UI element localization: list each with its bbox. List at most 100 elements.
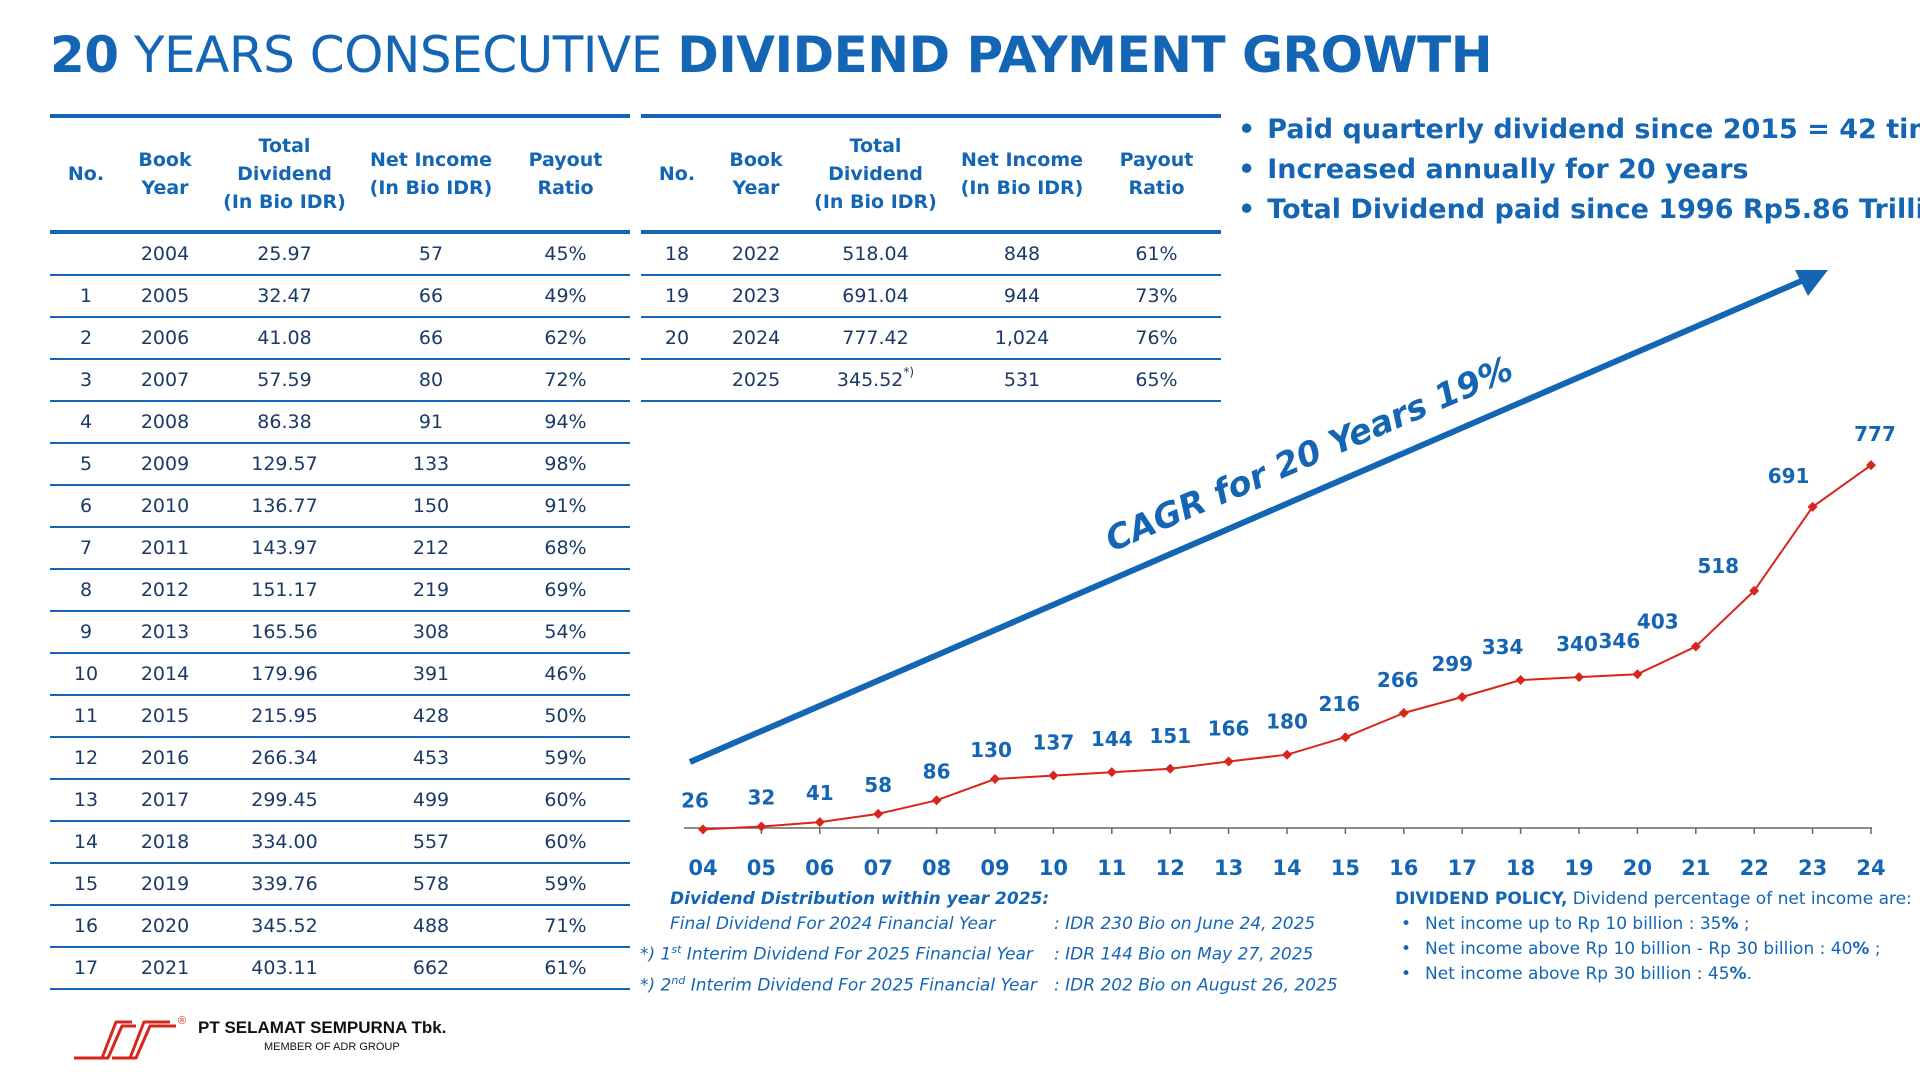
cell-no: 8 bbox=[50, 569, 122, 612]
cell-payout: 69% bbox=[501, 569, 630, 612]
cell-payout: 62% bbox=[501, 317, 630, 360]
data-point bbox=[1749, 585, 1760, 596]
cell-net-income: 80 bbox=[361, 359, 501, 402]
cell-net-income: 391 bbox=[361, 653, 501, 696]
cell-year: 2018 bbox=[122, 821, 208, 864]
table-row: 5 2009 129.57 133 98% bbox=[50, 443, 630, 486]
x-tick-label: 13 bbox=[1214, 856, 1243, 880]
dividend-table-left: No. Book Year Total Dividend (In Bio IDR) N… bbox=[50, 114, 630, 990]
dividend-table-right: No. Book Year Total Dividend (In Bio IDR) N… bbox=[641, 114, 1221, 402]
policy-item: Net income above Rp 30 billion : 45%. bbox=[1395, 962, 1912, 987]
table-row: 11 2015 215.95 428 50% bbox=[50, 695, 630, 738]
cell-no: 5 bbox=[50, 443, 122, 486]
x-tick-label: 12 bbox=[1156, 856, 1185, 880]
x-tick-label: 14 bbox=[1272, 856, 1301, 880]
x-tick-label: 10 bbox=[1039, 856, 1068, 880]
cell-dividend: 345.52 bbox=[208, 905, 361, 948]
data-point bbox=[990, 773, 1000, 784]
cell-net-income: 150 bbox=[361, 485, 501, 528]
cell-year: 2020 bbox=[122, 905, 208, 948]
data-point bbox=[698, 824, 708, 835]
cell-year: 2023 bbox=[713, 275, 799, 318]
header-total-dividend: Total Dividend (In Bio IDR) bbox=[208, 114, 361, 234]
table-row: 14 2018 334.00 557 60% bbox=[50, 821, 630, 864]
header-payout-ratio: Payout Ratio bbox=[501, 114, 630, 234]
cell-year: 2012 bbox=[122, 569, 208, 612]
header-no: No. bbox=[641, 114, 713, 234]
cell-no: 12 bbox=[50, 737, 122, 780]
cell-dividend: 179.96 bbox=[208, 653, 361, 696]
data-point bbox=[1048, 770, 1059, 781]
data-point bbox=[1515, 675, 1526, 686]
highlight-item: Total Dividend paid since 1996 Rp5.86 Tr… bbox=[1238, 190, 1920, 230]
header-book-year: Book Year bbox=[122, 114, 208, 234]
cell-year: 2019 bbox=[122, 863, 208, 906]
cell-dividend: 266.34 bbox=[208, 737, 361, 780]
cell-no: 14 bbox=[50, 821, 122, 864]
data-point bbox=[1690, 641, 1701, 652]
data-label: 26 bbox=[681, 788, 709, 812]
x-tick-label: 05 bbox=[747, 856, 776, 880]
x-tick-label: 18 bbox=[1506, 856, 1535, 880]
header-total-dividend: Total Dividend (In Bio IDR) bbox=[799, 114, 952, 234]
cell-year: 2025 bbox=[713, 359, 799, 402]
notes-row: *) 2nd Interim Dividend For 2025 Financi… bbox=[640, 973, 1338, 996]
cell-year: 2013 bbox=[122, 611, 208, 654]
data-label: 58 bbox=[864, 773, 892, 797]
cell-payout: 59% bbox=[501, 737, 630, 780]
table-row: 7 2011 143.97 212 68% bbox=[50, 527, 630, 570]
x-tick-label: 24 bbox=[1856, 856, 1885, 880]
cell-dividend: 215.95 bbox=[208, 695, 361, 738]
data-point bbox=[1282, 749, 1292, 760]
data-label: 691 bbox=[1768, 464, 1810, 488]
cell-year: 2014 bbox=[122, 653, 208, 696]
cell-no: 9 bbox=[50, 611, 122, 654]
header-book-year: Book Year bbox=[713, 114, 799, 234]
cell-dividend: 86.38 bbox=[208, 401, 361, 444]
member-of-group: MEMBER OF ADR GROUP bbox=[264, 1041, 400, 1053]
data-point bbox=[1223, 756, 1234, 767]
cell-payout: 61% bbox=[501, 947, 630, 990]
cell-net-income: 944 bbox=[952, 275, 1092, 318]
notes-row: Final Dividend For 2024 Financial Year: … bbox=[670, 914, 1316, 934]
cell-dividend: 345.52*) bbox=[799, 359, 952, 402]
data-point bbox=[1866, 460, 1876, 471]
cell-no: 1 bbox=[50, 275, 122, 318]
cell-net-income: 66 bbox=[361, 275, 501, 318]
cell-payout: 72% bbox=[501, 359, 630, 402]
cell-payout: 54% bbox=[501, 611, 630, 654]
table-row: 15 2019 339.76 578 59% bbox=[50, 863, 630, 906]
table-header-row: No. Book Year Total Dividend (In Bio IDR) N… bbox=[50, 114, 630, 234]
cell-dividend: 403.11 bbox=[208, 947, 361, 990]
table-row: 2 2006 41.08 66 62% bbox=[50, 317, 630, 360]
table-row: 1 2005 32.47 66 49% bbox=[50, 275, 630, 318]
header-payout-ratio: Payout Ratio bbox=[1092, 114, 1221, 234]
dividend-distribution-notes: Dividend Distribution within year 2025: … bbox=[640, 887, 1338, 998]
table-row: 16 2020 345.52 488 71% bbox=[50, 905, 630, 948]
cell-payout: 60% bbox=[501, 779, 630, 822]
cell-year: 2021 bbox=[122, 947, 208, 990]
cell-net-income: 488 bbox=[361, 905, 501, 948]
cell-year: 2016 bbox=[122, 737, 208, 780]
cell-year: 2005 bbox=[122, 275, 208, 318]
data-point bbox=[756, 821, 767, 832]
cell-no bbox=[50, 232, 122, 276]
cell-net-income: 499 bbox=[361, 779, 501, 822]
table-row: 2004 25.97 57 45% bbox=[50, 232, 630, 276]
data-label: 340 bbox=[1556, 632, 1598, 656]
cell-year: 2007 bbox=[122, 359, 208, 402]
cell-no: 10 bbox=[50, 653, 122, 696]
policy-heading: DIVIDEND POLICY, Dividend percentage of … bbox=[1395, 889, 1912, 909]
table-row: 17 2021 403.11 662 61% bbox=[50, 947, 630, 990]
data-label: 166 bbox=[1208, 716, 1250, 740]
cell-payout: 68% bbox=[501, 527, 630, 570]
data-point bbox=[873, 808, 884, 819]
cell-payout: 91% bbox=[501, 485, 630, 528]
data-label: 137 bbox=[1033, 731, 1075, 755]
cell-dividend: 129.57 bbox=[208, 443, 361, 486]
policy-item: Net income above Rp 10 billion - Rp 30 b… bbox=[1395, 937, 1912, 962]
data-label: 32 bbox=[747, 785, 775, 809]
data-point bbox=[814, 817, 825, 828]
cell-payout: 46% bbox=[501, 653, 630, 696]
x-tick-label: 08 bbox=[922, 856, 951, 880]
